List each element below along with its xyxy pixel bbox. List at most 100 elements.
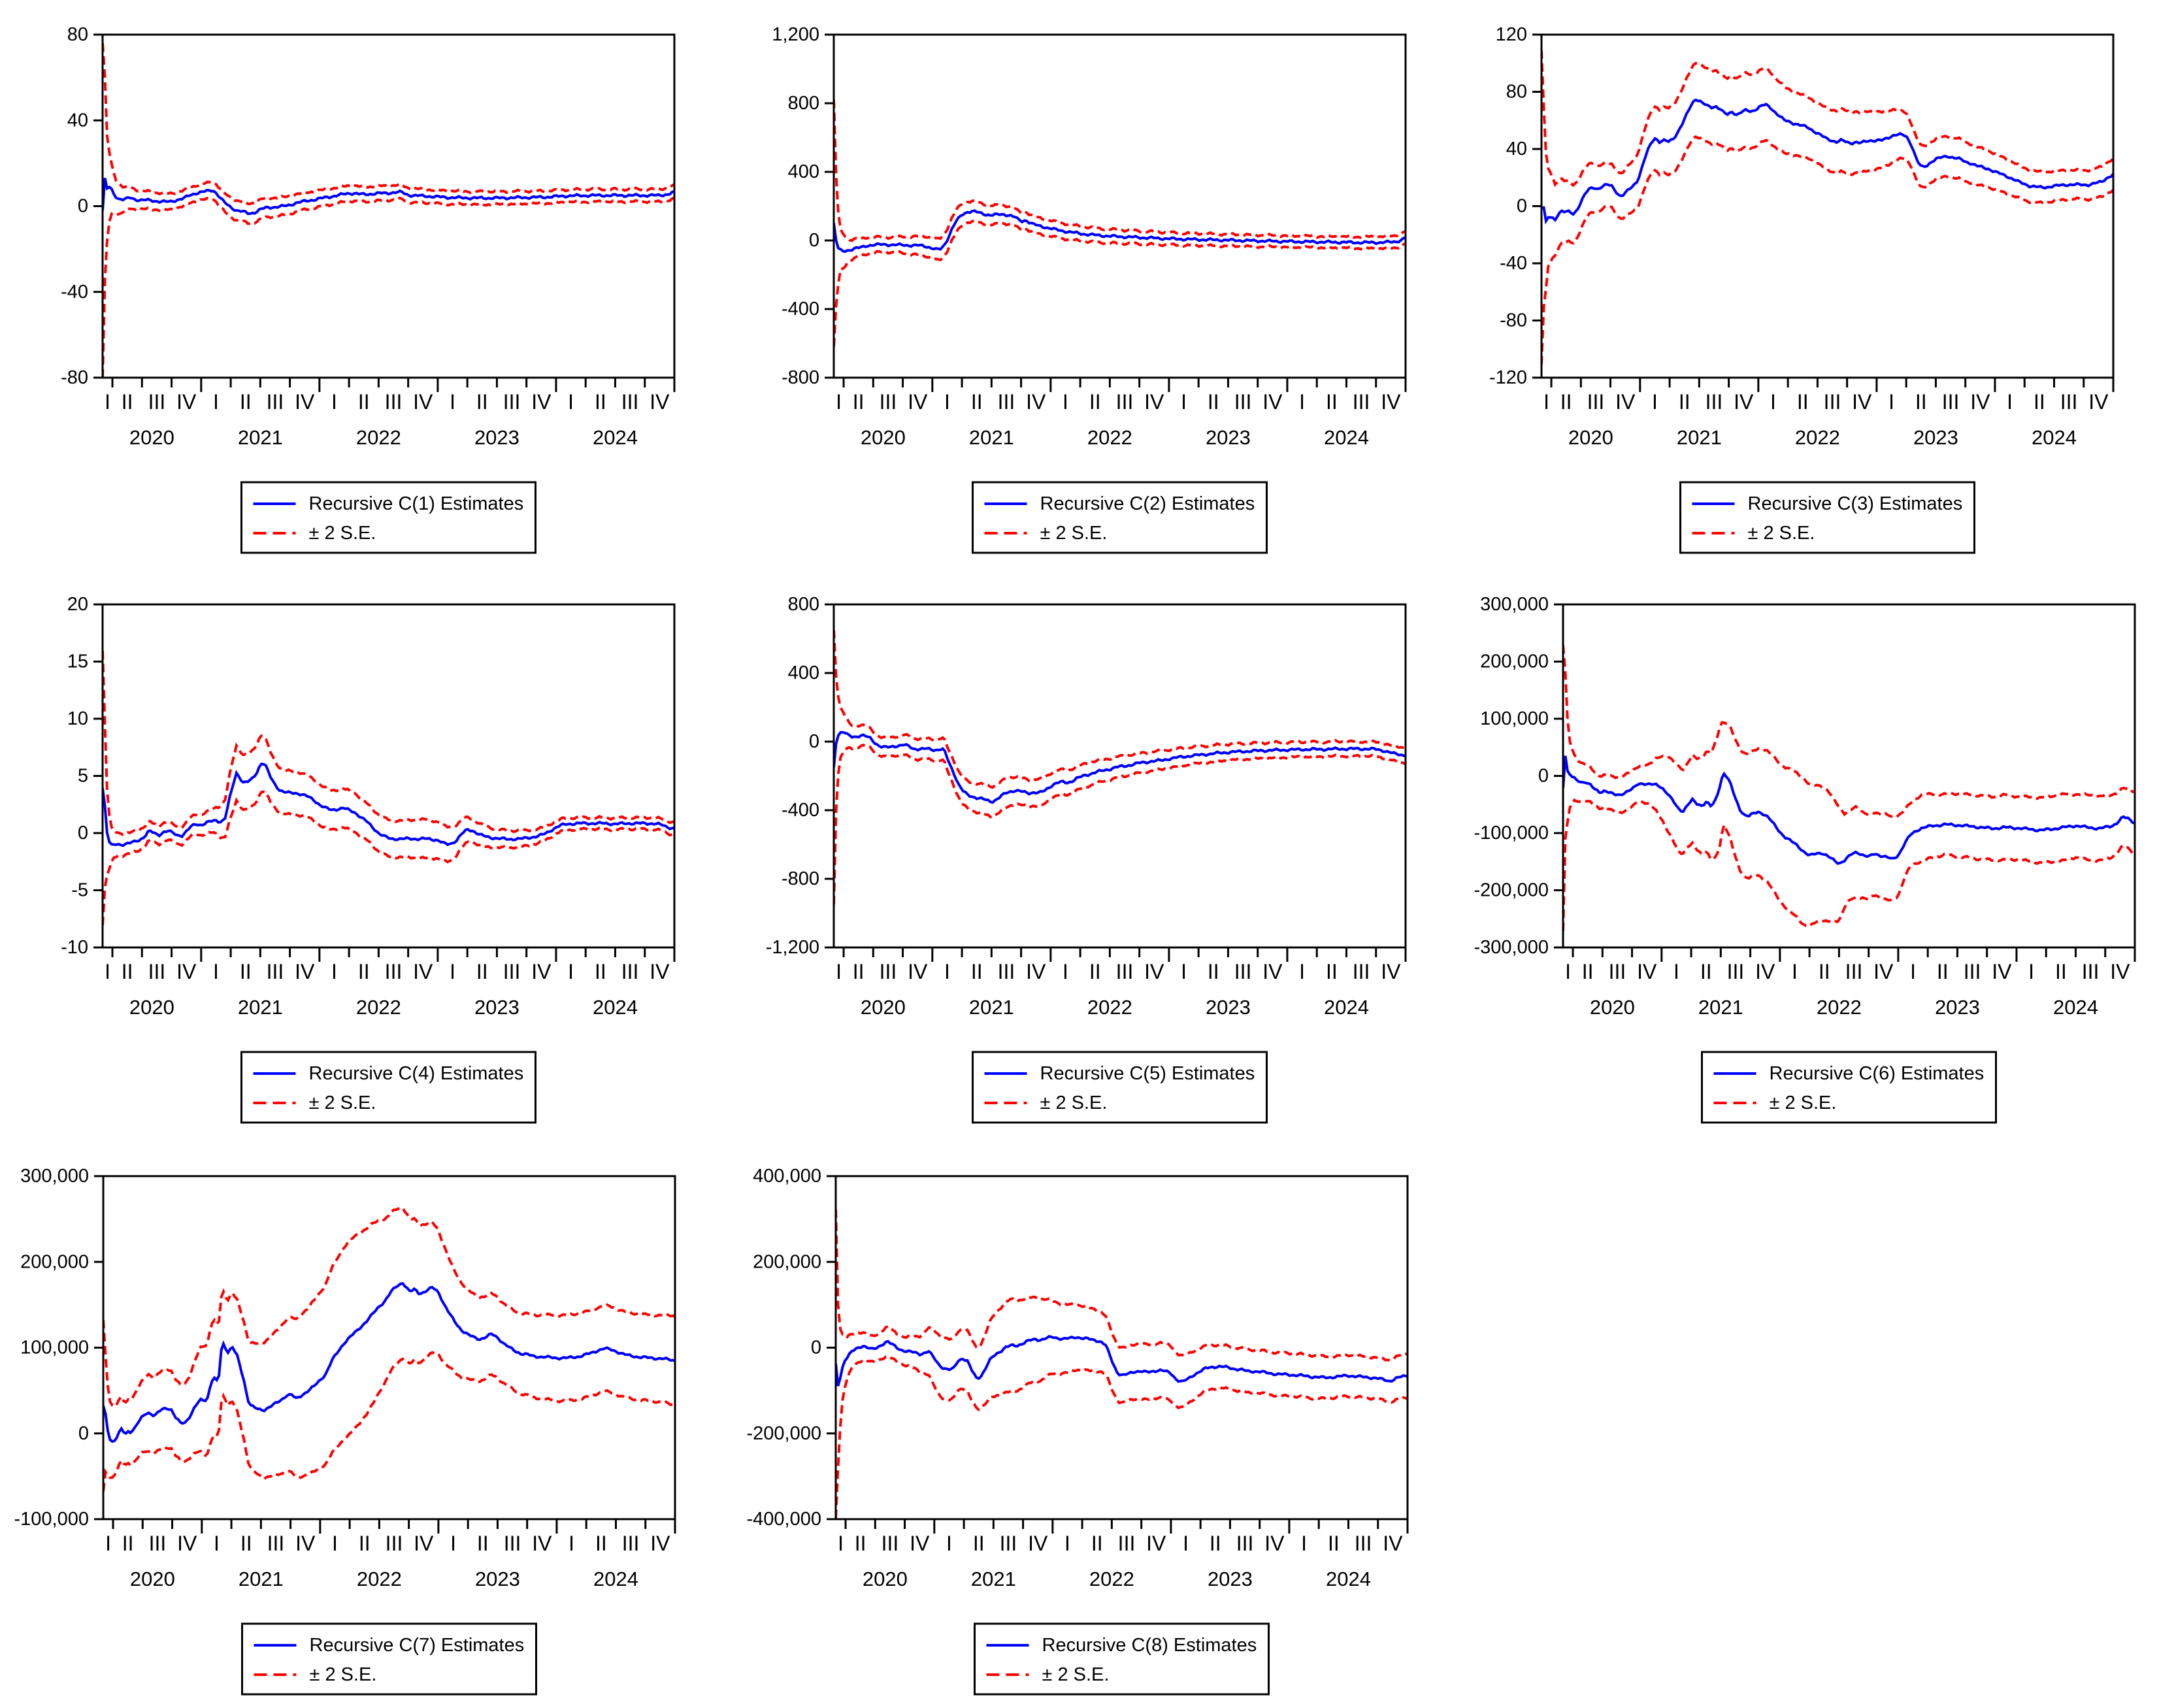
- year-label: 2021: [969, 426, 1014, 449]
- quarter-label: IV: [1262, 390, 1283, 414]
- quarter-label: I: [1910, 960, 1916, 983]
- quarter-label: II: [476, 960, 488, 983]
- quarter-label: III: [503, 960, 521, 983]
- legend-box: [972, 481, 1268, 554]
- lower-se-line: [103, 196, 674, 378]
- quarter-label: IV: [414, 1532, 434, 1555]
- y-tick-label: 400,000: [753, 1166, 821, 1187]
- quarter-label: III: [504, 1532, 521, 1555]
- quarter-label: I: [105, 960, 110, 983]
- year-label: 2023: [1208, 1568, 1253, 1590]
- y-tick-label: -400: [782, 800, 819, 821]
- legend-box: [241, 1622, 537, 1696]
- quarter-label: II: [971, 390, 983, 414]
- year-label: 2021: [238, 996, 283, 1019]
- recursive-estimate-chart: 300,000 200,000 100,000 0 -100,000 -200,000 -3…: [1474, 594, 2136, 1124]
- quarter-label: I: [1565, 960, 1571, 983]
- quarter-label: IV: [1383, 1532, 1403, 1555]
- quarter-label: IV: [413, 390, 433, 414]
- y-tick-label: 0: [811, 1338, 821, 1358]
- y-tick-label: 300,000: [20, 1166, 89, 1187]
- quarter-label: I: [331, 390, 337, 414]
- quarter-label: II: [973, 1532, 985, 1555]
- y-tick-label: 200,000: [20, 1251, 89, 1272]
- quarter-label: IV: [177, 1532, 197, 1555]
- y-tick-label: 0: [809, 731, 819, 752]
- lower-se-line: [834, 219, 1406, 347]
- quarter-label: I: [1770, 390, 1776, 414]
- series-group: [1563, 645, 2135, 931]
- quarter-label: II: [122, 1532, 134, 1555]
- quarter-label: I: [1792, 960, 1798, 983]
- quarter-label: III: [998, 960, 1015, 983]
- y-axis: 1,200 800 400 0 -400 -800: [772, 24, 834, 388]
- quarter-label: I: [450, 1532, 456, 1555]
- y-tick-label: -800: [782, 868, 819, 889]
- legend-se-label: ± 2 S.E.: [309, 1092, 376, 1113]
- quarter-label: III: [1118, 1532, 1136, 1555]
- quarter-label: I: [331, 960, 337, 983]
- upper-se-line: [1541, 50, 2113, 188]
- y-tick-label: 40: [67, 110, 88, 131]
- quarter-label: II: [1797, 390, 1809, 414]
- y-tick-label: -100,000: [14, 1509, 90, 1530]
- series-group: [103, 42, 674, 378]
- lower-se-line: [103, 790, 674, 926]
- year-label: 2021: [969, 996, 1014, 1019]
- quarter-label: IV: [1264, 1532, 1285, 1555]
- y-tick-label: 0: [809, 230, 819, 251]
- quarter-label: IV: [295, 1532, 316, 1555]
- quarter-label: II: [1089, 960, 1101, 983]
- quarter-label: I: [1063, 960, 1068, 983]
- quarter-label: II: [1679, 390, 1690, 414]
- quarter-label: III: [1353, 390, 1370, 414]
- quarter-label: I: [1888, 390, 1894, 414]
- quarter-label: III: [267, 390, 284, 414]
- quarter-label: IV: [176, 960, 197, 983]
- lower-se-line: [834, 744, 1406, 905]
- quarter-label: I: [105, 390, 110, 414]
- plot-frame: [1540, 33, 2115, 379]
- quarter-label: I: [450, 390, 455, 414]
- y-tick-label: 0: [1517, 196, 1527, 217]
- quarter-label: IV: [650, 390, 670, 414]
- quarter-label: I: [105, 1532, 111, 1555]
- y-tick-label: 20: [67, 594, 88, 615]
- series-group: [834, 630, 1406, 905]
- y-tick-label: -200,000: [1474, 880, 1549, 901]
- quarter-label: III: [1942, 390, 1960, 414]
- quarter-label: IV: [1262, 960, 1283, 983]
- legend: Recursive C(3) Estimates ± 2 S.E.: [1679, 481, 1975, 554]
- quarter-label: I: [1299, 390, 1305, 414]
- legend-box: [974, 1622, 1270, 1696]
- quarter-label: III: [267, 1532, 285, 1555]
- year-label: 2022: [356, 996, 401, 1019]
- plot-frame: [102, 1175, 676, 1520]
- quarter-label: IV: [1637, 960, 1657, 983]
- year-label: 2024: [593, 996, 638, 1019]
- quarter-label: IV: [1734, 390, 1754, 414]
- quarter-label: I: [838, 1532, 844, 1555]
- legend: Recursive C(2) Estimates ± 2 S.E.: [972, 481, 1268, 554]
- quarter-label: III: [267, 960, 284, 983]
- upper-se-line: [834, 99, 1406, 242]
- legend-se-label: ± 2 S.E.: [309, 523, 376, 544]
- quarter-label: III: [2060, 390, 2078, 414]
- y-tick-label: 800: [788, 594, 819, 615]
- quarter-label: IV: [413, 960, 433, 983]
- upper-se-line: [103, 1206, 675, 1409]
- recursive-estimate-line: [834, 731, 1406, 804]
- quarter-label: II: [240, 390, 252, 414]
- quarter-label: I: [944, 390, 950, 414]
- quarter-label: IV: [2110, 960, 2130, 983]
- quarter-label: IV: [1381, 960, 1401, 983]
- year-label: 2021: [239, 1568, 284, 1590]
- y-tick-label: -80: [1500, 310, 1527, 331]
- legend-se-label: ± 2 S.E.: [1040, 1092, 1108, 1113]
